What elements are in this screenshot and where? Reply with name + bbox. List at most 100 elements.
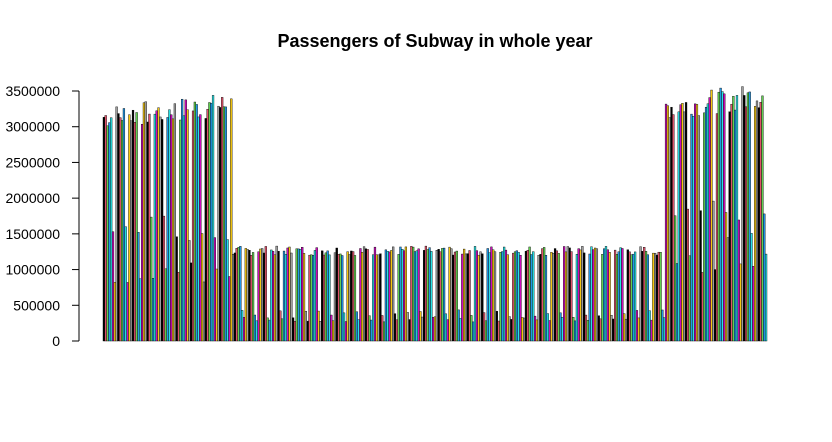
bar (715, 113, 719, 342)
bar (488, 252, 491, 342)
bar (201, 233, 204, 342)
bar (150, 216, 153, 342)
bar (717, 91, 720, 342)
bar (546, 313, 549, 342)
bar (521, 317, 524, 342)
bar (308, 254, 311, 342)
bar (595, 248, 599, 342)
bar (157, 107, 160, 342)
bar (588, 253, 591, 342)
bar (501, 251, 504, 342)
bar (193, 101, 196, 342)
bar (162, 215, 166, 342)
bar (135, 112, 138, 342)
bar (555, 250, 558, 342)
bar (701, 272, 704, 342)
bar (190, 262, 193, 342)
bar (539, 254, 542, 342)
bar (708, 97, 711, 342)
bar (572, 317, 575, 342)
bar (490, 246, 493, 342)
bar (441, 248, 444, 342)
bar (695, 104, 699, 342)
bar (424, 245, 428, 342)
bar (764, 253, 768, 342)
bar (699, 210, 702, 342)
y-tick-label: 2000000 (5, 190, 60, 206)
chart-title: Passengers of Subway in whole year (277, 31, 592, 51)
bar (553, 248, 557, 342)
bar (643, 247, 646, 342)
bar (102, 117, 106, 342)
bar (721, 91, 724, 342)
bar (186, 109, 189, 342)
bar (463, 248, 466, 342)
bar (692, 116, 695, 342)
bar (724, 212, 728, 342)
bar (410, 246, 413, 342)
bar (499, 252, 502, 342)
bar (470, 315, 473, 342)
bar (442, 247, 446, 342)
bar (253, 314, 257, 342)
bar (241, 310, 244, 342)
bar (140, 123, 144, 342)
bar (115, 106, 118, 342)
bar (453, 251, 457, 342)
bar (204, 118, 207, 342)
bar (171, 118, 175, 342)
bar (230, 98, 233, 342)
bar (530, 254, 533, 342)
bar (603, 248, 606, 342)
bar (139, 278, 142, 342)
bar (439, 251, 442, 342)
bar (166, 117, 169, 342)
bar (415, 250, 418, 342)
bar (401, 249, 404, 342)
bar (661, 309, 664, 342)
bar (344, 321, 347, 342)
bar (184, 99, 187, 342)
bar (686, 208, 689, 342)
bar (752, 266, 755, 342)
bar (492, 249, 495, 342)
bar (293, 320, 297, 342)
bar (199, 114, 202, 342)
bar (275, 245, 278, 342)
bar (270, 249, 273, 342)
bar (213, 237, 216, 342)
bar (413, 251, 417, 342)
y-tick-label: 3500000 (5, 83, 60, 99)
bar (342, 312, 346, 342)
bar (704, 106, 708, 342)
bar (435, 250, 438, 342)
bar (495, 310, 498, 342)
bar (641, 251, 644, 342)
bar (621, 248, 624, 342)
bar (648, 310, 651, 342)
bar (159, 116, 162, 342)
bar (239, 246, 242, 342)
bar (202, 281, 206, 342)
bar (377, 254, 380, 342)
bar (299, 249, 302, 342)
bar (644, 251, 648, 342)
bar (550, 252, 553, 342)
bar (515, 250, 518, 342)
bar (175, 236, 178, 342)
bar (291, 317, 295, 342)
bar (608, 252, 611, 342)
bar (208, 102, 211, 342)
bar (444, 313, 448, 342)
bar (690, 113, 693, 342)
bar (528, 246, 531, 342)
bar (317, 310, 320, 342)
bar (124, 226, 127, 342)
bar (146, 121, 149, 342)
bar (262, 252, 266, 342)
bar (122, 108, 126, 342)
bar (279, 310, 282, 342)
bar (346, 251, 349, 342)
bar (761, 95, 764, 342)
